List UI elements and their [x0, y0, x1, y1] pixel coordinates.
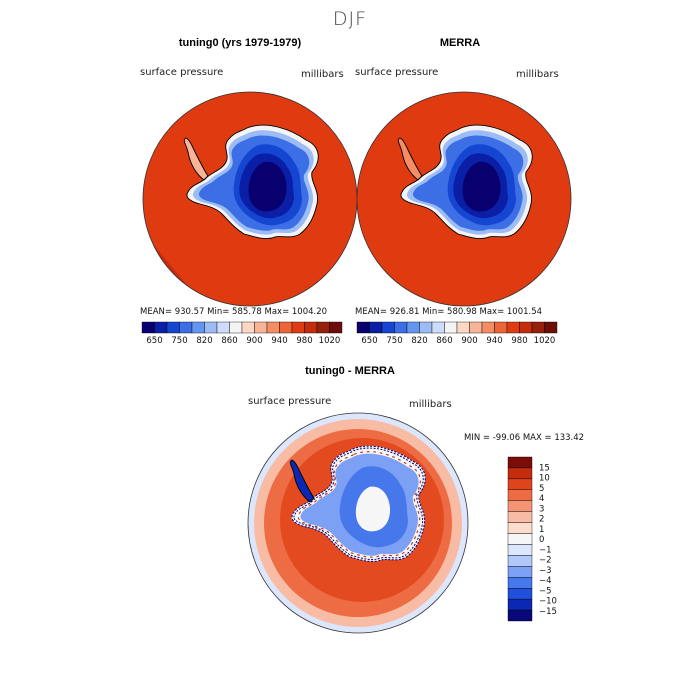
- right-colorbar-tick: 900: [461, 336, 477, 346]
- diff-units-label: millibars: [409, 399, 452, 410]
- diff-colorbar-swatch: [507, 533, 533, 545]
- diff-colorbar-tick: −10: [539, 597, 557, 607]
- left-colorbar-swatch: [179, 321, 193, 334]
- left-colorbar-swatch: [216, 321, 230, 334]
- right-colorbar: 650 750 820 860 900 940 980 1020: [356, 321, 558, 346]
- left-stats: MEAN= 930.57 Min= 585.78 Max= 1004.20: [140, 307, 328, 317]
- diff-map: [247, 412, 469, 634]
- left-units-label: millibars: [301, 69, 344, 80]
- left-colorbar-swatch: [304, 321, 318, 334]
- right-colorbar-swatch: [444, 321, 458, 334]
- left-colorbar-swatch: [241, 321, 255, 334]
- left-colorbar-swatch: [316, 321, 330, 334]
- left-colorbar-swatch: [204, 321, 218, 334]
- right-colorbar-swatch: [494, 321, 508, 334]
- season-title: DJF: [332, 8, 368, 30]
- left-colorbar-swatch: [154, 321, 168, 334]
- left-colorbar-swatch: [266, 321, 280, 334]
- diff-colorbar-tick: 1: [539, 525, 544, 535]
- right-colorbar-swatch: [469, 321, 483, 334]
- left-colorbar: 650 750 820 860 900 940 980 1020: [141, 321, 343, 346]
- right-colorbar-swatch: [506, 321, 520, 334]
- right-colorbar-swatch: [431, 321, 445, 334]
- diff-colorbar-swatch: [507, 609, 533, 622]
- right-colorbar-swatch: [531, 321, 545, 334]
- left-colorbar-tick: 860: [221, 336, 237, 346]
- left-colorbar-tick: 940: [271, 336, 287, 346]
- right-colorbar-swatch: [394, 321, 408, 334]
- right-colorbar-swatch: [481, 321, 495, 334]
- left-colorbar-tick: 820: [196, 336, 212, 346]
- right-colorbar-tick: 860: [436, 336, 452, 346]
- left-panel-title: tuning0 (yrs 1979-1979): [178, 37, 302, 49]
- diff-colorbar-tick: 5: [539, 484, 544, 494]
- diff-colorbar-tick: −3: [539, 566, 552, 576]
- right-variable-label: surface pressure: [355, 67, 439, 78]
- left-colorbar-swatch: [166, 321, 180, 334]
- diff-panel-title: tuning0 - MERRA: [305, 365, 395, 377]
- diff-colorbar-tick: 0: [539, 535, 544, 545]
- diff-colorbar-swatch: [507, 511, 533, 523]
- diff-colorbar-swatch: [507, 555, 533, 567]
- diff-colorbar-swatch: [507, 478, 533, 491]
- diff-colorbar-swatch: [507, 588, 533, 600]
- right-colorbar-swatch: [456, 321, 470, 334]
- right-map: [356, 91, 572, 307]
- diff-colorbar-tick: −4: [539, 576, 552, 586]
- right-units-label: millibars: [516, 69, 559, 80]
- right-colorbar-tick: 1020: [534, 336, 556, 346]
- diff-colorbar-swatch: [507, 489, 533, 501]
- left-colorbar-swatch: [254, 321, 268, 334]
- right-colorbar-swatch: [356, 321, 370, 334]
- diff-colorbar-tick: −15: [539, 607, 557, 617]
- diff-colorbar-tick: −2: [539, 556, 552, 566]
- diff-colorbar-tick: 10: [539, 474, 550, 484]
- right-stats: MEAN= 926.81 Min= 580.98 Max= 1001.54: [355, 307, 543, 317]
- left-colorbar-tick: 980: [296, 336, 312, 346]
- right-colorbar-swatch: [519, 321, 533, 334]
- diff-colorbar-tick: −5: [539, 586, 552, 596]
- diff-colorbar-swatch: [507, 522, 533, 534]
- diff-colorbar-tick: −1: [539, 545, 552, 555]
- diff-colorbar-tick: 2: [539, 515, 544, 525]
- diff-variable-label: surface pressure: [248, 396, 332, 407]
- diff-stats: MIN = -99.06 MAX = 133.42: [464, 433, 585, 443]
- left-colorbar-tick: 750: [171, 336, 187, 346]
- diff-colorbar-tick: 4: [539, 494, 544, 504]
- diff-colorbar-swatch: [507, 577, 533, 589]
- left-map: [142, 91, 358, 307]
- right-colorbar-tick: 820: [411, 336, 427, 346]
- left-colorbar-swatch: [291, 321, 305, 334]
- left-colorbar-swatch: [229, 321, 243, 334]
- right-colorbar-swatch: [419, 321, 433, 334]
- left-colorbar-swatch: [141, 321, 155, 334]
- diff-colorbar-tick: 15: [539, 463, 550, 473]
- left-colorbar-tick: 900: [246, 336, 262, 346]
- left-colorbar-tick: 650: [146, 336, 162, 346]
- diff-colorbar-swatch: [507, 500, 533, 512]
- left-colorbar-swatch: [191, 321, 205, 334]
- left-colorbar-swatch: [279, 321, 293, 334]
- diff-colorbar-swatch: [507, 544, 533, 556]
- right-colorbar-tick: 750: [386, 336, 402, 346]
- diff-colorbar-swatch: [507, 467, 533, 480]
- right-colorbar-tick: 980: [511, 336, 527, 346]
- right-colorbar-swatch: [406, 321, 420, 334]
- diff-colorbar-tick: 3: [539, 504, 544, 514]
- right-colorbar-swatch: [381, 321, 395, 334]
- diff-colorbar-swatch: [507, 566, 533, 578]
- left-variable-label: surface pressure: [140, 67, 224, 78]
- right-colorbar-swatch: [369, 321, 383, 334]
- right-panel-title: MERRA: [439, 37, 481, 49]
- right-colorbar-tick: 940: [486, 336, 502, 346]
- right-colorbar-tick: 650: [361, 336, 377, 346]
- left-colorbar-swatch: [329, 321, 343, 334]
- right-colorbar-swatch: [544, 321, 558, 334]
- diff-colorbar-swatch: [507, 456, 533, 469]
- diff-colorbar-swatch: [507, 598, 533, 611]
- left-colorbar-tick: 1020: [319, 336, 341, 346]
